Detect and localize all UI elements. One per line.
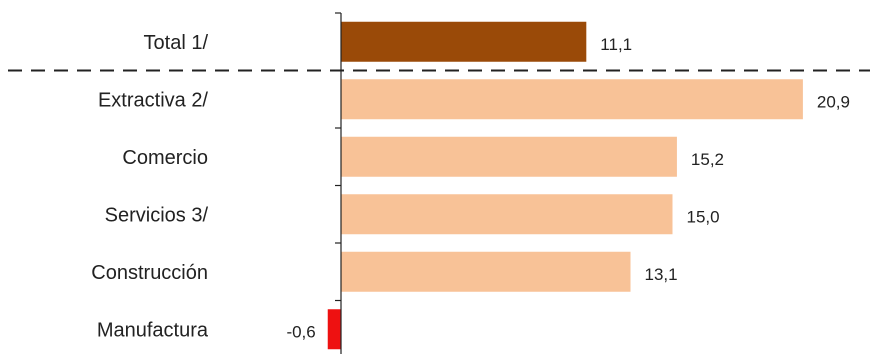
value-label-2: 15,2 <box>691 150 724 169</box>
category-label-3: Servicios 3/ <box>105 204 209 226</box>
category-label-4: Construcción <box>91 262 208 284</box>
category-label-2: Comercio <box>122 147 208 169</box>
value-label-1: 20,9 <box>817 92 850 111</box>
category-label-0: Total 1/ <box>144 32 209 54</box>
bar-4 <box>341 251 631 292</box>
bar-0 <box>341 21 587 62</box>
value-label-4: 13,1 <box>645 265 678 284</box>
bar-3 <box>341 194 673 235</box>
value-label-3: 15,0 <box>687 207 720 226</box>
bar-5 <box>327 309 341 350</box>
value-label-5: -0,6 <box>286 322 315 341</box>
bar-1 <box>341 79 803 120</box>
bar-2 <box>341 136 677 177</box>
category-label-1: Extractiva 2/ <box>98 89 208 111</box>
bars-group <box>327 21 803 350</box>
category-axis <box>335 12 342 354</box>
value-labels-group: 11,1 20,9 15,2 15,0 13,1 -0,6 <box>286 35 850 342</box>
value-label-0: 11,1 <box>600 35 632 54</box>
category-label-5: Manufactura <box>97 319 209 341</box>
category-labels-group: Total 1/Extractiva 2/Comercio Servicios 3… <box>91 32 209 342</box>
